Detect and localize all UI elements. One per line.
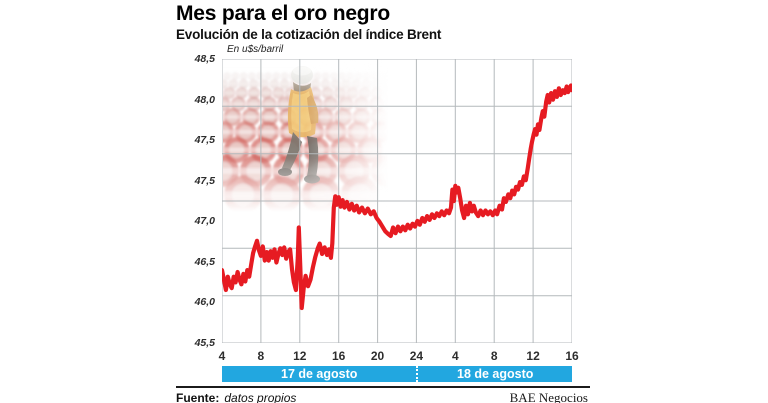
x-tick-label: 8 [257,349,265,363]
source-note: Fuente: datos propios [176,391,296,403]
worker-oil-barrels-photo [223,60,388,212]
y-tick-label: 46,0 [194,296,215,309]
page-title: Mes para el oro negro [176,2,391,25]
x-tick-label: 12 [526,349,540,363]
x-tick-label: 8 [490,349,498,363]
y-tick-label: 47,0 [194,215,215,228]
y-tick-label: 48,5 [194,53,215,65]
footer-divider [176,386,590,388]
brent-line-chart [222,59,572,343]
x-tick-label: 12 [293,349,307,363]
x-tick-label: 24 [409,349,424,363]
date-bands: 17 de agosto 18 de agosto [222,366,572,382]
x-tick-label: 4 [451,349,459,363]
y-tick-label: 48,0 [194,93,215,106]
y-tick-label: 46,5 [194,255,215,268]
x-tick-label: 16 [331,349,346,363]
source-value: datos propios [224,391,297,403]
brent-price-line [222,83,572,311]
date-band-17-de-agosto: 17 de agosto [281,367,358,381]
y-tick-label: 47,5 [194,174,215,187]
date-band-18-de-agosto: 18 de agosto [416,366,572,382]
chart-subtitle: Evolución de la cotización del índice Br… [176,27,442,42]
source-label: Fuente: [176,391,220,403]
x-tick-label: 16 [565,349,579,363]
publisher-credit: BAE Negocios [509,390,588,403]
axis-unit-label: En u$s/barril [227,44,284,55]
y-tick-label: 47,5 [194,134,215,147]
x-tick-label: 20 [370,349,385,363]
y-tick-label: 45,5 [194,337,215,349]
x-tick-label: 4 [218,349,226,363]
